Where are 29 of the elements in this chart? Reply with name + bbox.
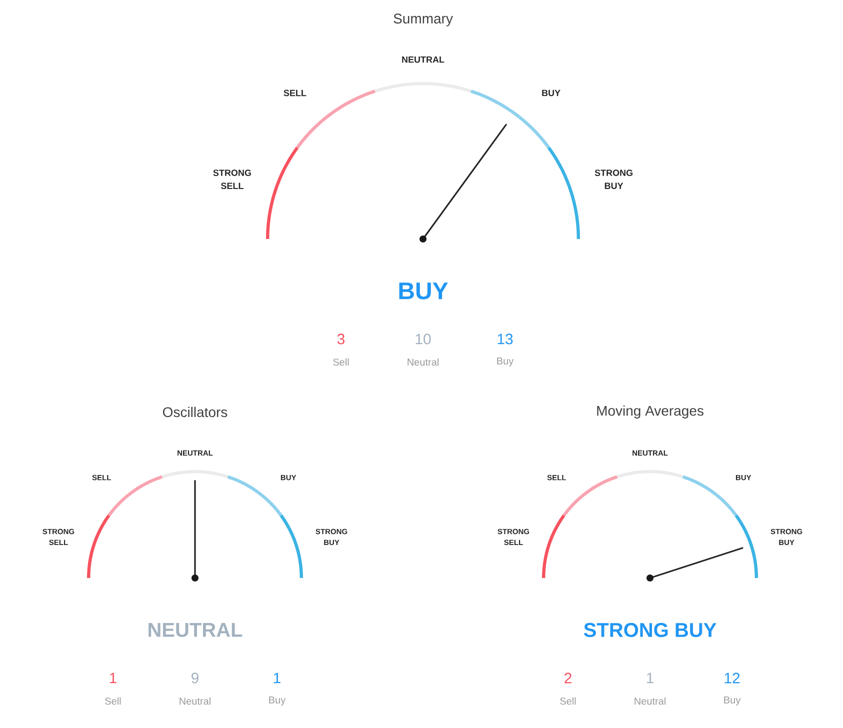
text: Neutral — [180, 697, 210, 705]
text: Buy — [724, 696, 741, 706]
slice-label: NEUTRAL — [402, 56, 444, 63]
text: 12 — [724, 672, 740, 684]
text: 1 — [646, 672, 654, 684]
chart-title: Oscillators — [162, 406, 228, 418]
text: Buy — [269, 696, 286, 706]
slice-label: STRONG SELL — [213, 170, 251, 190]
text: Neutral — [634, 697, 666, 705]
chart-title: Moving Averages — [597, 405, 704, 419]
text: Sell — [560, 697, 576, 705]
slice-label: SELL — [284, 90, 306, 96]
text: Buy — [497, 358, 514, 366]
text: STRONG BUY — [584, 622, 716, 638]
slice-label: BUY — [542, 90, 560, 96]
chart-title: Summary — [394, 14, 453, 26]
text: Sell — [333, 358, 349, 366]
text: NEUTRAL — [148, 623, 242, 637]
text: Neutral — [408, 358, 438, 366]
text: 10 — [416, 334, 431, 344]
text: Sell — [105, 697, 121, 705]
text: 1 — [110, 672, 116, 684]
text: 1 — [274, 672, 280, 684]
text: 3 — [337, 334, 345, 344]
text: 2 — [564, 672, 572, 684]
text: 9 — [192, 672, 198, 684]
slice-label: STRONG BUY — [594, 170, 632, 190]
text: 13 — [498, 334, 513, 344]
text: BUY — [399, 282, 448, 300]
